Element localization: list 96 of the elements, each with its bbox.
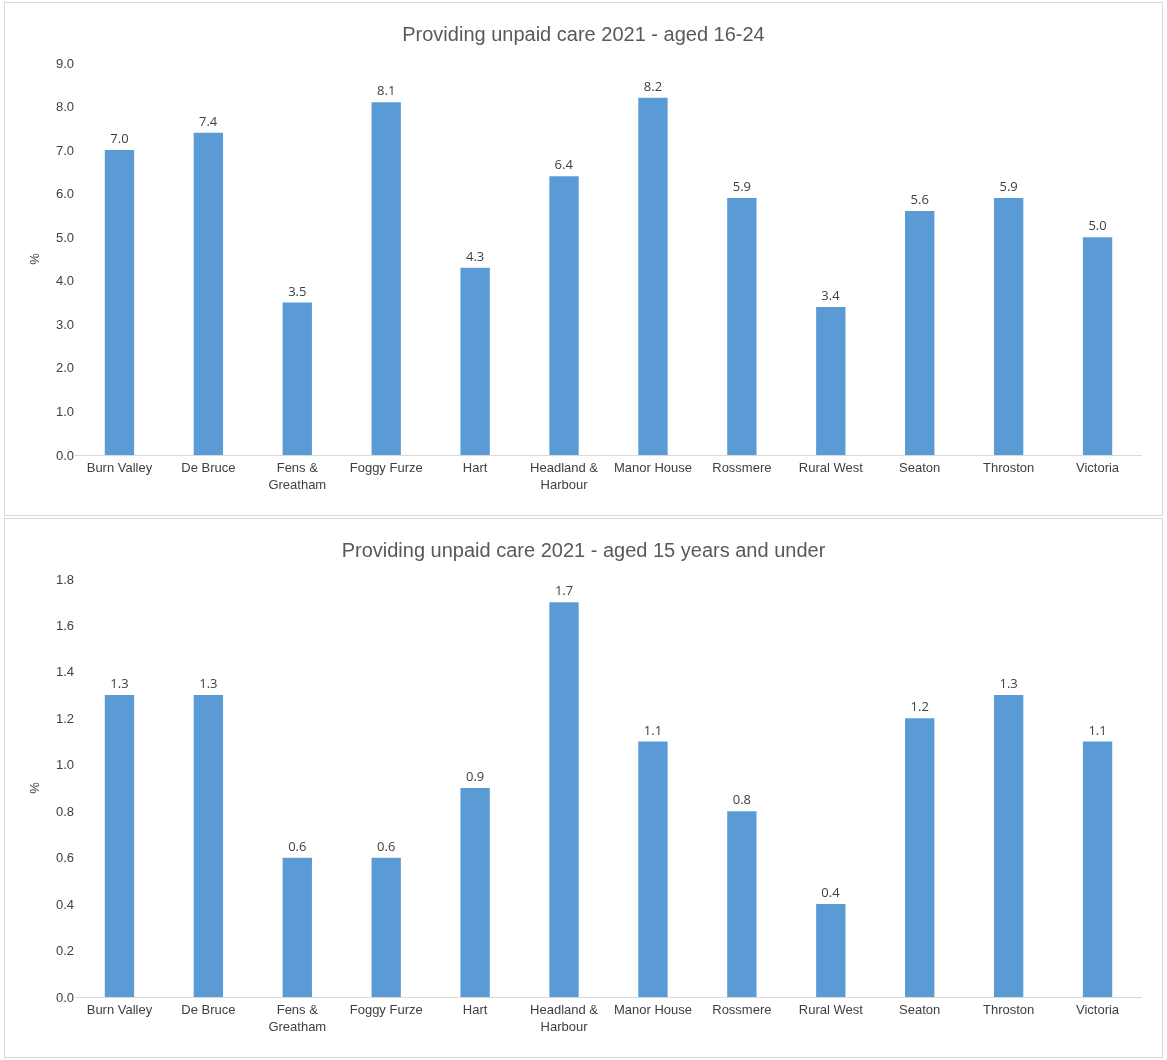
y-tick-label: 0.8 <box>55 803 74 819</box>
data-label: 5.6 <box>910 190 929 209</box>
data-label: 4.3 <box>465 246 485 265</box>
data-label: 0.9 <box>465 767 485 785</box>
bar <box>549 602 579 997</box>
bar <box>816 904 846 997</box>
y-tick-label: 0.4 <box>55 896 74 912</box>
y-tick-label: 1.6 <box>55 617 74 633</box>
x-tick-label: Victoria <box>1075 459 1120 475</box>
y-tick-label: 1.4 <box>55 664 74 680</box>
data-label: 1.3 <box>110 674 129 693</box>
x-tick-label: Victoria <box>1075 1001 1120 1017</box>
bar <box>1082 237 1113 455</box>
bar <box>905 718 935 997</box>
y-tick-label: 4.0 <box>55 273 74 289</box>
y-axis-title: % <box>27 252 42 265</box>
bar <box>104 695 135 997</box>
x-tick-label: Manor House <box>613 459 692 475</box>
y-tick-label: 3.0 <box>55 316 74 332</box>
data-label: 1.7 <box>554 581 574 600</box>
bar <box>1082 741 1113 997</box>
x-tick-label: Hart <box>462 459 488 475</box>
data-label: 7.0 <box>110 129 129 148</box>
x-tick-label: Burn Valley <box>86 459 153 475</box>
bar <box>460 267 490 455</box>
bar <box>993 198 1024 455</box>
chart-title: Providing unpaid care 2021 - aged 16-24 <box>402 23 765 45</box>
data-label: 8.2 <box>643 76 663 95</box>
data-label: 1.2 <box>910 697 929 716</box>
bar <box>638 741 668 997</box>
y-tick-label: 1.0 <box>55 757 74 773</box>
data-label: 8.1 <box>377 81 396 100</box>
data-label: 1.1 <box>1088 720 1107 739</box>
data-label: 5.9 <box>732 177 752 196</box>
y-tick-label: 8.0 <box>55 99 74 115</box>
bar <box>371 102 401 455</box>
y-tick-label: 0.2 <box>55 943 74 959</box>
x-tick-label: Hart <box>462 1001 488 1017</box>
x-tick-label: Foggy Furze <box>349 459 423 475</box>
x-tick-label: Fens & Greatham <box>268 459 327 492</box>
y-tick-label: 7.0 <box>55 142 74 158</box>
y-tick-label: 1.0 <box>55 403 74 419</box>
x-tick-label: Burn Valley <box>86 1001 153 1017</box>
bar <box>193 695 224 997</box>
x-tick-label: Seaton <box>899 1001 941 1017</box>
y-tick-label: 0.0 <box>55 447 74 463</box>
bar <box>282 302 312 455</box>
bar <box>193 132 224 455</box>
y-tick-label: 0.6 <box>55 850 74 866</box>
x-tick-label: Rossmere <box>712 1001 772 1017</box>
data-label: 0.6 <box>288 836 307 855</box>
data-label: 1.3 <box>199 674 218 693</box>
data-label: 5.9 <box>999 177 1018 196</box>
bar <box>816 306 846 455</box>
bar <box>638 97 668 455</box>
data-label: 7.4 <box>198 111 218 130</box>
bar <box>371 857 401 997</box>
x-tick-label: Fens & Greatham <box>268 1001 327 1034</box>
bar <box>104 150 135 455</box>
bar <box>282 857 312 997</box>
bar <box>460 788 490 997</box>
data-label: 6.4 <box>554 155 574 174</box>
x-tick-label: Foggy Furze <box>349 1001 423 1017</box>
y-tick-label: 0.0 <box>55 989 74 1005</box>
bar <box>905 211 935 455</box>
data-label: 3.5 <box>288 281 307 300</box>
y-tick-label: 1.8 <box>55 571 74 587</box>
y-tick-label: 2.0 <box>55 360 74 376</box>
bar <box>549 176 579 455</box>
data-label: 3.4 <box>821 285 841 304</box>
data-label: 1.1 <box>643 720 663 739</box>
x-tick-label: De Bruce <box>181 459 236 475</box>
data-label: 0.8 <box>732 790 752 809</box>
x-tick-label: Seaton <box>899 459 941 475</box>
data-label: 0.4 <box>821 883 841 902</box>
data-label: 5.0 <box>1088 216 1107 235</box>
x-tick-label: Rural West <box>798 1001 864 1017</box>
x-tick-label: Throston <box>982 459 1035 475</box>
y-axis-title: % <box>27 781 42 794</box>
y-tick-label: 9.0 <box>55 55 74 71</box>
x-tick-label: Headland & Harbour <box>530 1001 599 1034</box>
chart-title: Providing unpaid care 2021 - aged 15 years and under <box>341 539 826 561</box>
bar <box>727 198 757 455</box>
x-tick-label: Throston <box>982 1001 1035 1017</box>
y-tick-label: 1.2 <box>55 710 74 726</box>
x-tick-label: Headland & Harbour <box>530 459 599 492</box>
data-label: 1.3 <box>999 674 1018 693</box>
x-tick-label: Manor House <box>613 1001 692 1017</box>
x-tick-label: Rural West <box>798 459 864 475</box>
x-tick-label: De Bruce <box>181 1001 236 1017</box>
y-tick-label: 5.0 <box>55 229 74 245</box>
bar <box>727 811 757 997</box>
bar <box>993 695 1024 997</box>
x-tick-label: Rossmere <box>712 459 772 475</box>
y-tick-label: 6.0 <box>55 186 74 202</box>
data-label: 0.6 <box>377 836 396 855</box>
